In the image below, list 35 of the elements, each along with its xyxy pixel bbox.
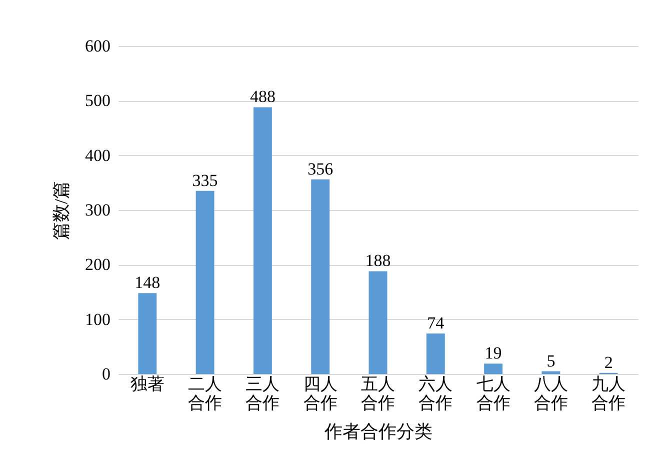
y-tick-label: 600 (85, 36, 110, 56)
bar (196, 190, 214, 374)
x-tick-label: 三人合作 (246, 374, 280, 412)
data-label: 2 (604, 352, 613, 372)
bar (426, 334, 445, 374)
x-tick-label: 四人合作 (303, 374, 338, 412)
data-label: 188 (365, 251, 391, 270)
x-tick-label: 二人合作 (188, 374, 222, 412)
bar (311, 179, 330, 374)
data-label: 19 (484, 344, 502, 363)
data-label: 488 (250, 87, 276, 106)
y-tick-label: 500 (85, 91, 110, 110)
x-tick-label: 八人合作 (534, 374, 568, 412)
y-tick-label: 200 (85, 255, 110, 274)
data-label: 5 (546, 351, 556, 370)
data-label: 356 (308, 159, 334, 178)
y-tick-label: 100 (85, 310, 110, 329)
x-axis-title: 作者合作分类 (324, 422, 432, 442)
y-tick-label: 0 (102, 364, 110, 384)
y-tick-label: 300 (85, 200, 110, 220)
y-tick-label: 400 (85, 146, 110, 165)
bar (253, 107, 272, 374)
x-tick-label: 七人合作 (476, 374, 510, 412)
data-label: 148 (134, 273, 160, 292)
bar (368, 271, 388, 374)
bar (138, 293, 157, 374)
bar (484, 364, 503, 374)
x-tick-label: 五人合作 (361, 374, 395, 412)
x-tick-label: 独著 (130, 374, 164, 394)
x-tick-label: 六人合作 (418, 374, 453, 412)
bar (542, 371, 560, 374)
data-label: 74 (427, 314, 445, 333)
data-label: 335 (192, 170, 218, 190)
x-tick-label: 九人合作 (592, 374, 626, 412)
y-axis-title: 篇数/篇 (51, 180, 71, 240)
